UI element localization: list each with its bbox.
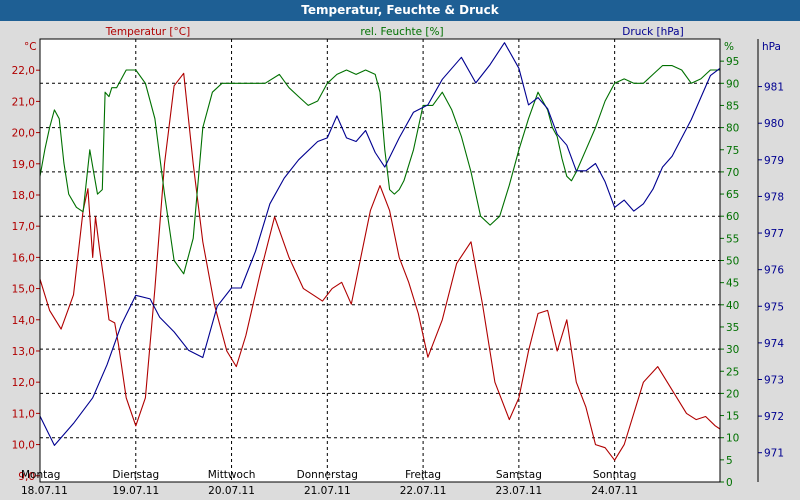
temperature-tick-label: 20,0 xyxy=(12,128,35,140)
x-tick-day-label: Montag xyxy=(21,469,60,481)
humidity-tick-label: 35 xyxy=(726,322,739,334)
pressure-tick-label: 976 xyxy=(764,265,784,277)
x-tick-date-label: 18.07.11 xyxy=(21,485,68,497)
humidity-tick-label: 50 xyxy=(726,256,739,268)
x-tick-date-label: 21.07.11 xyxy=(304,485,351,497)
humidity-tick-label: 15 xyxy=(726,411,739,423)
humidity-axis-title: rel. Feuchte [%] xyxy=(360,26,443,38)
x-tick-day-label: Donnerstag xyxy=(297,469,358,481)
humidity-tick-label: 25 xyxy=(726,366,739,378)
temperature-tick-label: 14,0 xyxy=(12,315,35,327)
x-tick-day-label: Freitag xyxy=(405,469,441,481)
chart-canvas: 9,0 10,0 11,0 12,0 13,0 14,0 15,0 16,0 17,0 18,0 1… xyxy=(12,26,785,497)
x-tick-date-label: 20.07.11 xyxy=(208,485,255,497)
pressure-tick-label: 980 xyxy=(764,118,784,130)
humidity-tick-label: 45 xyxy=(726,278,739,290)
pressure-tick-label: 974 xyxy=(764,338,784,350)
humidity-line xyxy=(39,65,720,275)
temperature-tick-label: 16,0 xyxy=(12,252,35,264)
pressure-tick-label: 979 xyxy=(764,155,784,167)
temperature-tick-label: 11,0 xyxy=(12,408,35,420)
temperature-tick-label: 9,0 xyxy=(18,471,35,483)
humidity-tick-label: 90 xyxy=(726,78,739,90)
temperature-axis-title: Temperatur [°C] xyxy=(105,26,190,38)
pressure-tick-label: 972 xyxy=(764,411,784,423)
humidity-tick-label: 30 xyxy=(726,344,739,356)
x-tick-day-label: Dienstag xyxy=(112,469,159,481)
temperature-tick-label: 22,0 xyxy=(12,65,35,77)
humidity-tick-label: 0 xyxy=(726,477,733,489)
humidity-tick-label: 75 xyxy=(726,145,739,157)
humidity-tick-label: 85 xyxy=(726,100,739,112)
temperature-tick-label: 15,0 xyxy=(12,284,35,296)
humidity-tick-label: 55 xyxy=(726,233,739,245)
series-lines xyxy=(39,42,721,461)
humidity-tick-label: 40 xyxy=(726,300,739,312)
grid-lines xyxy=(40,39,720,482)
pressure-line xyxy=(39,42,721,446)
temperature-tick-label: 17,0 xyxy=(12,221,35,233)
x-tick-day-label: Samstag xyxy=(496,469,542,481)
temperature-unit: °C xyxy=(24,41,37,53)
humidity-tick-label: 5 xyxy=(726,455,733,467)
humidity-tick-label: 10 xyxy=(726,433,739,445)
humidity-unit: % xyxy=(724,41,734,53)
pressure-tick-label: 978 xyxy=(764,191,784,203)
humidity-tick-label: 80 xyxy=(726,123,739,135)
pressure-tick-label: 971 xyxy=(764,448,784,460)
pressure-tick-label: 977 xyxy=(764,228,784,240)
humidity-tick-label: 70 xyxy=(726,167,739,179)
x-tick-day-label: Sonntag xyxy=(593,469,637,481)
window-title: Temperatur, Feuchte & Druck xyxy=(0,0,800,21)
x-tick-date-label: 23.07.11 xyxy=(495,485,542,497)
temperature-tick-label: 19,0 xyxy=(12,159,35,171)
temperature-tick-label: 10,0 xyxy=(12,440,35,452)
pressure-tick-label: 973 xyxy=(764,374,784,386)
x-tick-day-label: Mittwoch xyxy=(208,469,256,481)
pressure-tick-label: 975 xyxy=(764,301,784,313)
humidity-tick-label: 95 xyxy=(726,56,739,68)
temperature-tick-label: 21,0 xyxy=(12,96,35,108)
plot-frame xyxy=(39,38,721,483)
humidity-tick-label: 60 xyxy=(726,211,739,223)
x-tick-date-label: 24.07.11 xyxy=(591,485,638,497)
temperature-tick-label: 12,0 xyxy=(12,377,35,389)
temperature-tick-label: 13,0 xyxy=(12,346,35,358)
pressure-unit: hPa xyxy=(762,41,781,53)
x-tick-date-label: 19.07.11 xyxy=(112,485,159,497)
pressure-tick-label: 981 xyxy=(764,82,784,94)
temperature-tick-label: 18,0 xyxy=(12,190,35,202)
tick-labels: 9,0 10,0 11,0 12,0 13,0 14,0 15,0 16,0 17,0 18,0 1… xyxy=(12,56,785,497)
humidity-tick-label: 20 xyxy=(726,388,739,400)
x-tick-date-label: 22.07.11 xyxy=(400,485,447,497)
humidity-tick-label: 65 xyxy=(726,189,739,201)
pressure-axis-title: Druck [hPa] xyxy=(622,26,683,38)
